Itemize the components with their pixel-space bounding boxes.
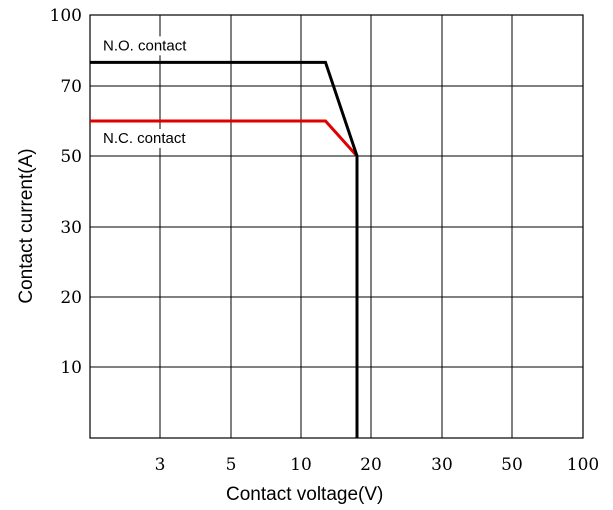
y-axis-title: Contact current(A) <box>16 148 37 303</box>
series-label-backdrop <box>99 36 192 56</box>
y-tick-label: 100 <box>50 6 82 26</box>
series-label-backdrop <box>99 129 191 148</box>
series-line-nc-contact <box>90 119 359 158</box>
series-label-nc-contact: N.C. contact <box>103 130 186 147</box>
series-line-no-contact <box>90 60 359 438</box>
x-axis-title: Contact voltage(V) <box>226 484 383 505</box>
x-tick-label: 50 <box>501 455 523 475</box>
x-tick-label: 20 <box>360 455 382 475</box>
y-tick-label: 70 <box>60 77 82 97</box>
y-tick-label: 50 <box>60 147 82 167</box>
x-tick-label: 5 <box>226 455 237 475</box>
x-tick-label: 30 <box>431 455 453 475</box>
y-tick-label: 10 <box>60 358 82 378</box>
x-tick-label: 3 <box>155 455 166 475</box>
label-layer: N.O. contact N.C. contact <box>99 36 192 148</box>
series-layer <box>90 60 359 438</box>
y-tick-label: 20 <box>60 288 82 308</box>
x-tick-label: 10 <box>290 455 312 475</box>
series-label-no-contact: N.O. contact <box>103 37 187 54</box>
plot-frame <box>89 14 584 439</box>
y-tick-label: 30 <box>60 218 82 238</box>
tick-layer: 3 5 10 20 30 50 100 10 20 30 50 70 100 <box>50 6 600 475</box>
grid-layer <box>90 14 584 438</box>
x-tick-label: 100 <box>567 455 599 475</box>
